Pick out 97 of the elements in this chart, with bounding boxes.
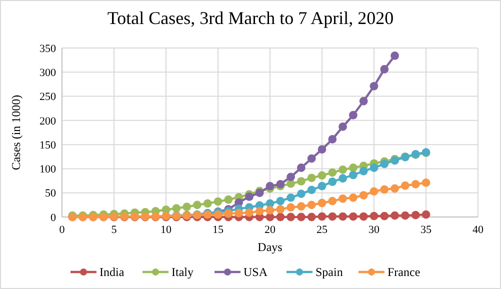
- point: [203, 199, 212, 208]
- point: [214, 197, 222, 206]
- point: [390, 211, 399, 220]
- point: [224, 195, 233, 204]
- point: [297, 202, 306, 211]
- x-tick-label: 5: [111, 224, 118, 236]
- point: [328, 212, 337, 221]
- point: [411, 210, 420, 220]
- y-tick-label: 350: [40, 42, 56, 55]
- legend-label: Italy: [172, 265, 194, 280]
- point: [245, 192, 254, 201]
- point: [328, 168, 337, 177]
- point: [359, 191, 368, 200]
- point: [349, 170, 358, 180]
- point: [266, 206, 274, 214]
- point: [307, 212, 316, 222]
- point: [380, 160, 389, 168]
- point: [370, 212, 378, 220]
- point: [224, 209, 233, 218]
- point: [338, 165, 347, 174]
- x-tick-label: 10: [160, 224, 172, 236]
- point: [370, 82, 378, 90]
- point: [411, 180, 420, 188]
- point: [318, 171, 326, 180]
- y-tick-label: 0: [50, 212, 56, 224]
- point: [359, 166, 368, 176]
- point: [359, 96, 368, 106]
- point: [390, 184, 399, 193]
- x-tick-label: 15: [212, 224, 224, 236]
- point: [276, 196, 285, 206]
- y-tick-label: 50: [45, 188, 56, 200]
- point: [307, 200, 316, 210]
- chart-title: Total Cases, 3rd March to 7 April, 2020: [107, 8, 394, 28]
- point: [390, 52, 399, 60]
- point: [349, 212, 358, 221]
- point: [297, 212, 306, 222]
- point: [318, 198, 326, 208]
- x-tick-label: 40: [472, 224, 484, 236]
- point: [338, 212, 347, 221]
- point: [349, 110, 358, 120]
- point: [307, 186, 316, 194]
- point: [380, 185, 389, 194]
- y-tick-label: 100: [40, 164, 56, 176]
- x-tick-label: 30: [368, 224, 380, 236]
- point: [276, 205, 285, 214]
- legend-label: USA: [244, 265, 268, 280]
- point: [338, 174, 347, 183]
- point: [307, 154, 316, 163]
- point: [318, 145, 326, 154]
- point: [172, 204, 181, 213]
- point: [286, 193, 295, 202]
- x-tick-label: 0: [59, 224, 66, 236]
- y-axis-title: Cases (in 1000): [9, 94, 23, 170]
- y-tick-label: 250: [40, 91, 56, 104]
- point: [422, 210, 430, 219]
- x-tick-label: 35: [420, 224, 432, 236]
- point: [422, 178, 430, 187]
- point: [255, 207, 264, 216]
- point: [370, 187, 378, 196]
- point: [370, 164, 378, 172]
- point: [307, 174, 316, 182]
- legend-label: Spain: [316, 265, 343, 280]
- point: [328, 135, 337, 144]
- legend-label: France: [388, 265, 420, 280]
- point: [276, 212, 285, 222]
- x-tick-label: 20: [264, 224, 276, 236]
- point: [318, 182, 326, 190]
- point: [338, 194, 347, 203]
- point: [401, 181, 410, 190]
- point: [338, 122, 347, 131]
- point: [193, 200, 202, 210]
- point: [297, 190, 306, 198]
- point: [266, 182, 274, 190]
- point: [318, 212, 326, 221]
- point: [380, 212, 389, 220]
- point: [214, 210, 222, 219]
- point: [182, 202, 191, 212]
- point: [297, 164, 306, 172]
- point: [349, 193, 358, 202]
- point: [234, 208, 243, 218]
- point: [328, 178, 337, 186]
- y-tick-label: 200: [40, 115, 56, 128]
- point: [286, 212, 295, 222]
- point: [401, 211, 410, 220]
- point: [349, 164, 358, 172]
- x-axis-title: Days: [258, 240, 283, 254]
- point: [328, 196, 337, 206]
- legend-label: India: [100, 265, 125, 280]
- point: [297, 177, 306, 186]
- y-tick-label: 150: [40, 139, 56, 152]
- point: [286, 172, 295, 182]
- point: [286, 203, 295, 212]
- point: [380, 65, 389, 74]
- y-tick-label: 300: [40, 66, 56, 79]
- x-tick-label: 25: [316, 224, 328, 236]
- point: [245, 208, 254, 217]
- point: [359, 212, 368, 221]
